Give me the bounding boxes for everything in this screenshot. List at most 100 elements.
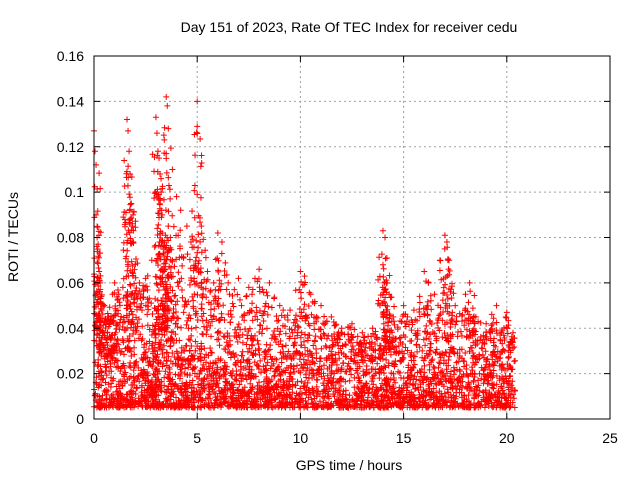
data-point [342, 387, 349, 394]
data-point [124, 116, 131, 123]
data-point [194, 98, 201, 105]
data-point [148, 363, 155, 370]
data-point [125, 345, 132, 352]
data-point [260, 317, 267, 324]
data-point [491, 358, 498, 365]
data-point [235, 275, 242, 282]
data-point [161, 374, 168, 381]
data-point [407, 338, 414, 345]
data-point [256, 266, 263, 273]
data-point [380, 265, 387, 272]
data-point [232, 361, 239, 368]
data-point [174, 356, 181, 363]
data-point [212, 256, 219, 263]
data-point [443, 366, 450, 373]
data-point [96, 170, 103, 177]
x-tick-label: 15 [396, 430, 412, 446]
data-point [231, 286, 238, 293]
x-axis-label: GPS time / hours [296, 457, 403, 473]
data-point [197, 135, 204, 142]
data-point [363, 362, 370, 369]
data-point [274, 317, 281, 324]
data-point [372, 370, 379, 377]
data-point [136, 279, 143, 286]
data-point [190, 364, 197, 371]
data-point [256, 351, 263, 358]
data-point [120, 362, 127, 369]
data-point [175, 269, 182, 276]
data-point [203, 324, 210, 331]
data-point [131, 351, 138, 358]
data-point [290, 342, 297, 349]
data-point [195, 244, 202, 251]
data-point [444, 370, 451, 377]
data-point [379, 227, 386, 234]
data-point [178, 324, 185, 331]
data-point [320, 370, 327, 377]
data-point [258, 330, 265, 337]
data-point [165, 223, 172, 230]
data-point [195, 381, 202, 388]
data-point [236, 296, 243, 303]
data-point [243, 293, 250, 300]
data-point [155, 287, 162, 294]
data-point [427, 297, 434, 304]
data-point [97, 185, 104, 192]
data-point [378, 251, 385, 258]
data-point [277, 376, 284, 383]
data-point [204, 276, 211, 283]
data-point [236, 381, 243, 388]
data-point [321, 394, 328, 401]
data-point [455, 358, 462, 365]
data-point [261, 355, 268, 362]
data-point [316, 358, 323, 365]
data-point [292, 287, 299, 294]
data-point [126, 194, 133, 201]
data-point [426, 366, 433, 373]
data-point [251, 373, 258, 380]
data-point [186, 256, 193, 263]
data-point [450, 364, 457, 371]
data-point [443, 239, 450, 246]
data-point [164, 349, 171, 356]
data-point [376, 254, 383, 261]
data-point [234, 291, 241, 298]
data-point [493, 319, 500, 326]
data-point [306, 289, 313, 296]
data-point [382, 364, 389, 371]
y-tick-label: 0.08 [57, 230, 84, 246]
data-point [338, 325, 345, 332]
data-point [271, 373, 278, 380]
data-point [380, 370, 387, 377]
data-point [321, 375, 328, 382]
data-point [512, 357, 519, 364]
data-point [477, 319, 484, 326]
data-point [392, 379, 399, 386]
data-point [177, 207, 184, 214]
data-point [167, 145, 174, 152]
data-point [163, 169, 170, 176]
data-point [291, 339, 298, 346]
data-point [243, 292, 250, 299]
data-point [154, 148, 161, 155]
data-point [179, 262, 186, 269]
data-point [208, 399, 215, 406]
data-point [144, 311, 151, 318]
data-point [379, 261, 386, 268]
y-tick-label: 0 [76, 411, 84, 427]
data-point [271, 372, 278, 379]
data-point [102, 379, 109, 386]
data-point [346, 324, 353, 331]
data-point [301, 273, 308, 280]
data-point [165, 174, 172, 181]
data-point [486, 361, 493, 368]
data-point [458, 332, 465, 339]
data-point [346, 377, 353, 384]
data-point [511, 395, 518, 402]
data-point [218, 310, 225, 317]
data-point [266, 279, 273, 286]
data-point [118, 313, 125, 320]
data-point [303, 360, 310, 367]
data-point [321, 386, 328, 393]
data-point [160, 360, 167, 367]
